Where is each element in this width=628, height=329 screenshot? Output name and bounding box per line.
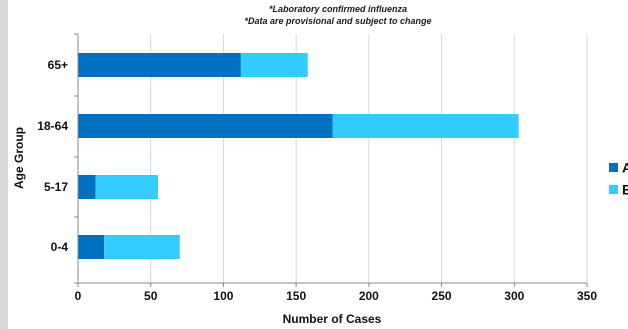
bar-a bbox=[78, 175, 96, 199]
x-tick-label: 300 bbox=[504, 289, 524, 303]
legend-swatch-b bbox=[609, 185, 618, 194]
axes: 0 50 100 150 200 250 300 350 65+ 18-64 5-17 0-4 bbox=[37, 33, 597, 303]
chart-note-1: *Laboratory confirmed influenza bbox=[269, 4, 407, 14]
bar-b bbox=[240, 53, 308, 77]
x-axis-title: Number of Cases bbox=[283, 312, 382, 326]
bar-b bbox=[104, 235, 180, 259]
x-tick-label: 250 bbox=[432, 289, 452, 303]
legend-label-a: A bbox=[622, 160, 628, 176]
left-border-strip bbox=[0, 0, 8, 329]
legend-swatch-a bbox=[609, 163, 618, 172]
legend: AB bbox=[609, 160, 628, 198]
x-tick-label: 350 bbox=[577, 289, 597, 303]
bar-b bbox=[95, 175, 158, 199]
y-tick-label: 0-4 bbox=[51, 240, 69, 254]
bar-a bbox=[78, 114, 333, 138]
y-tick-label: 65+ bbox=[48, 58, 68, 72]
legend-label-b: B bbox=[622, 182, 628, 198]
x-tick-label: 50 bbox=[144, 289, 158, 303]
y-axis-title: Age Group bbox=[12, 127, 26, 189]
bar-a bbox=[78, 235, 105, 259]
bar-b bbox=[332, 114, 519, 138]
x-tick-label: 0 bbox=[75, 289, 82, 303]
x-tick-label: 150 bbox=[286, 289, 306, 303]
x-tick-label: 100 bbox=[213, 289, 233, 303]
y-tick-label: 5-17 bbox=[44, 180, 68, 194]
bar-a bbox=[78, 53, 241, 77]
y-tick-label: 18-64 bbox=[37, 119, 68, 133]
x-tick-label: 200 bbox=[359, 289, 379, 303]
chart-note-2: *Data are provisional and subject to cha… bbox=[244, 16, 431, 26]
bars bbox=[78, 53, 519, 259]
